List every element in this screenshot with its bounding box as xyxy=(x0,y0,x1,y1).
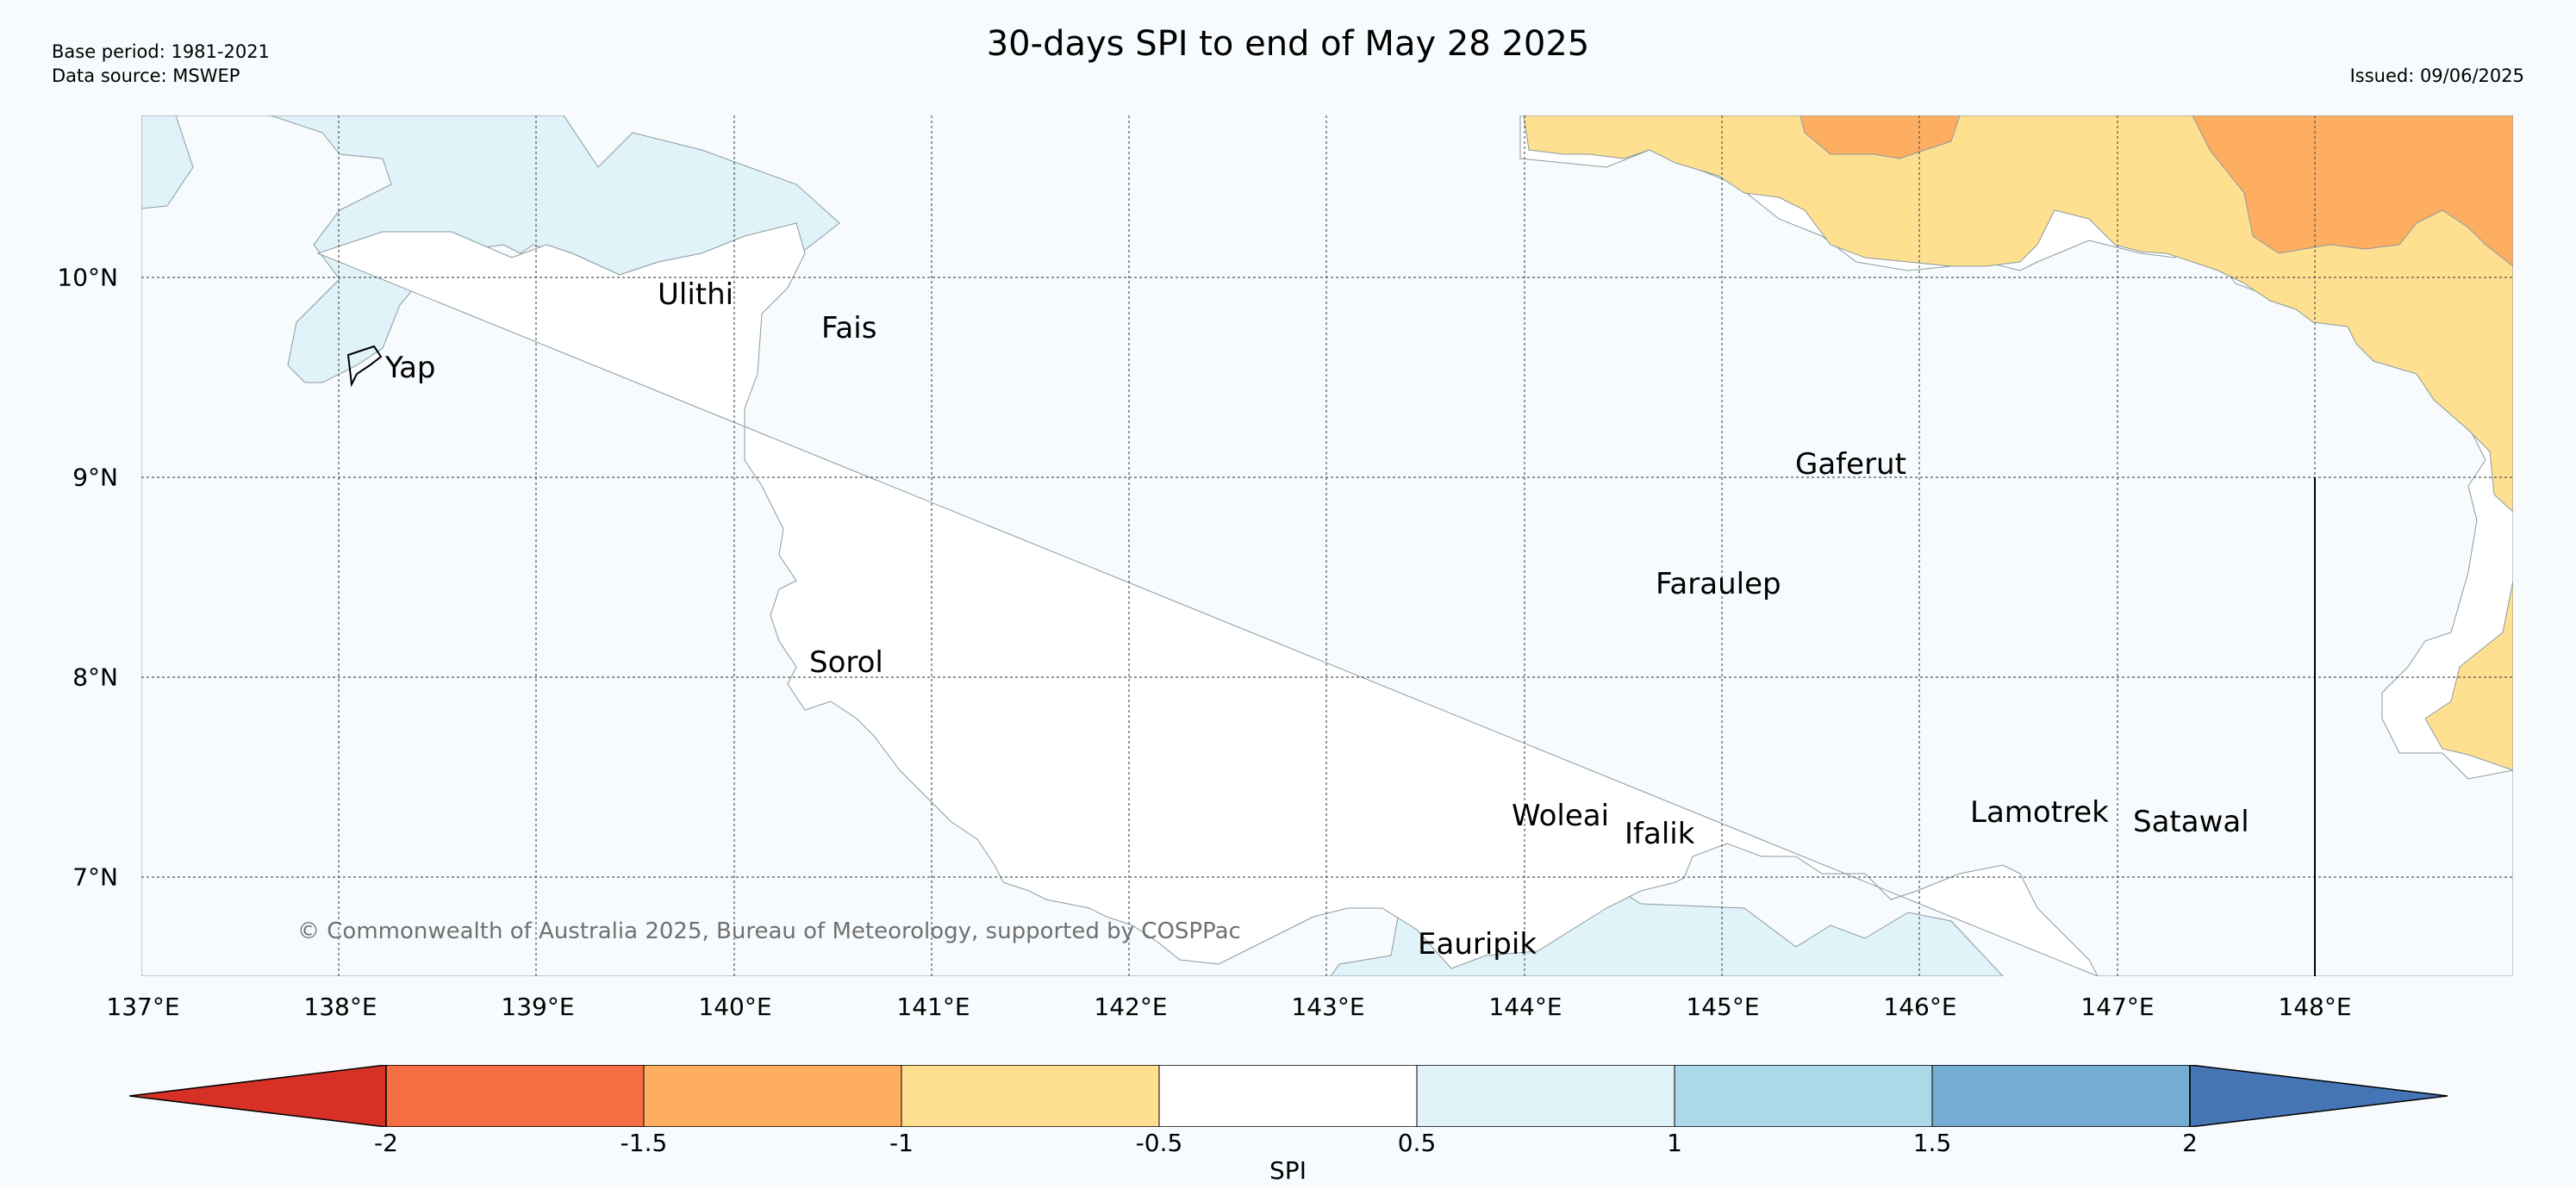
lon-tick-145e: 145°E xyxy=(1686,993,1760,1021)
place-label-yap: Yap xyxy=(385,351,436,385)
lon-tick-142e: 142°E xyxy=(1094,993,1168,1021)
colorbar-bin xyxy=(1417,1065,1675,1127)
lat-tick-7n: 7°N xyxy=(72,862,118,892)
place-label-gaferut: Gaferut xyxy=(1795,447,1906,482)
yap-island-outline xyxy=(346,345,383,388)
colorbar-tick: -2 xyxy=(374,1129,398,1157)
colorbar-frame xyxy=(385,1065,2191,1127)
place-label-lamotrek: Lamotrek xyxy=(1970,795,2109,830)
colorbar-extend-high xyxy=(2189,1065,2448,1127)
lon-tick-140e: 140°E xyxy=(698,993,772,1021)
data-source: Data source: MSWEP xyxy=(52,65,240,86)
copyright-notice: © Commonwealth of Australia 2025, Bureau… xyxy=(297,918,1241,944)
lon-tick-147e: 147°E xyxy=(2080,993,2155,1021)
colorbar-bin xyxy=(901,1065,1159,1127)
lon-tick-137e: 137°E xyxy=(106,993,180,1021)
lon-tick-148e: 148°E xyxy=(2278,993,2352,1021)
lat-tick-10n: 10°N xyxy=(57,263,118,292)
colorbar-tick: -0.5 xyxy=(1135,1129,1183,1157)
place-label-eauripik: Eauripik xyxy=(1418,927,1537,962)
lon-tick-144e: 144°E xyxy=(1488,993,1562,1021)
colorbar-tick: 2 xyxy=(2182,1129,2198,1157)
place-label-ifalik: Ifalik xyxy=(1625,817,1695,851)
place-label-ulithi: Ulithi xyxy=(658,277,734,312)
colorbar-dividers xyxy=(643,1065,1933,1127)
map-title: 30-days SPI to end of May 28 2025 xyxy=(986,24,1590,64)
colorbar-tick: -1.5 xyxy=(620,1129,668,1157)
colorbar-bin xyxy=(1932,1065,2190,1127)
lat-tick-9n: 9°N xyxy=(72,463,118,492)
place-label-satawal: Satawal xyxy=(2133,805,2249,839)
graticule xyxy=(141,115,2513,976)
colorbar-tick: 0.5 xyxy=(1397,1129,1437,1157)
colorbar-bin xyxy=(644,1065,901,1127)
lon-tick-138e: 138°E xyxy=(303,993,377,1021)
colorbar-tick: -1 xyxy=(889,1129,914,1157)
colorbar-extend-low xyxy=(129,1065,387,1127)
lon-tick-141e: 141°E xyxy=(896,993,970,1021)
colorbar-bin xyxy=(1675,1065,1932,1127)
place-label-woleai: Woleai xyxy=(1512,799,1610,833)
colorbar-label: SPI xyxy=(1269,1156,1307,1185)
issued-date: Issued: 09/06/2025 xyxy=(2349,65,2524,86)
lon-tick-143e: 143°E xyxy=(1291,993,1365,1021)
spi-very-dry-region xyxy=(1799,115,2513,267)
spi-map xyxy=(141,115,2513,976)
spi-dry-region xyxy=(1523,115,2513,771)
colorbar-bin xyxy=(1159,1065,1417,1127)
colorbar-bin xyxy=(386,1065,644,1127)
base-period: Base period: 1981-2021 xyxy=(52,41,270,62)
lon-tick-139e: 139°E xyxy=(501,993,575,1021)
spi-colorbar xyxy=(129,1065,2448,1127)
place-label-faraulep: Faraulep xyxy=(1656,567,1781,601)
colorbar-tick: 1 xyxy=(1667,1129,1682,1157)
colorbar-tick: 1.5 xyxy=(1912,1129,1952,1157)
lat-tick-8n: 8°N xyxy=(72,663,118,692)
place-label-sorol: Sorol xyxy=(809,645,883,680)
place-label-fais: Fais xyxy=(821,311,877,345)
lon-tick-146e: 146°E xyxy=(1883,993,1957,1021)
